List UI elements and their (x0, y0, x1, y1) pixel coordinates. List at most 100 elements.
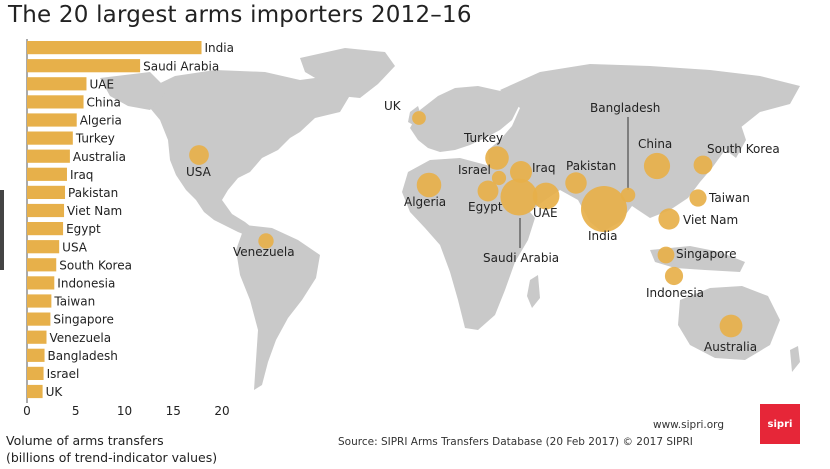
north-america-landmass (150, 70, 352, 236)
bubble-australia (719, 314, 743, 338)
bar-uk (27, 384, 43, 399)
bubble-uae (532, 182, 560, 210)
bar-label: UAE (89, 77, 114, 91)
bar-viet-nam (27, 203, 65, 218)
map-label: Indonesia (646, 286, 704, 300)
map-label: South Korea (707, 142, 780, 156)
map-bubbles: UK USA Venezuela Algeria Turkey Israel Iraq Egy… (186, 99, 780, 354)
map-label: Venezuela (233, 245, 295, 259)
map-label: Taiwan (708, 191, 750, 205)
bubble-uk (412, 111, 426, 125)
asia-landmass (488, 64, 800, 232)
bar-singapore (27, 312, 51, 326)
bar-egypt (27, 222, 64, 236)
madagascar-landmass (527, 275, 540, 308)
new-zealand-landmass (790, 346, 800, 372)
bar-australia (27, 149, 70, 163)
bar-label: Viet Nam (67, 204, 122, 218)
bubble-venezuela (258, 233, 274, 249)
map-label: Algeria (404, 195, 446, 209)
bar-label: Indonesia (57, 277, 115, 291)
bar-label: Pakistan (68, 186, 118, 200)
bar-south-korea (27, 258, 57, 272)
bar-iraq (27, 167, 67, 181)
bar-indonesia (27, 276, 55, 290)
map-label: Turkey (463, 131, 503, 145)
map-label: Iraq (532, 161, 555, 175)
map-label: Singapore (676, 247, 737, 261)
south-america-landmass (236, 225, 320, 390)
bar-label: Saudi Arabia (143, 59, 219, 73)
bar-label: Australia (73, 150, 126, 164)
map-label: China (638, 137, 672, 151)
source-note: Source: SIPRI Arms Transfers Database (2… (338, 436, 693, 448)
bar-label: South Korea (59, 258, 132, 272)
bubble-iraq (509, 160, 533, 184)
bar-label: Iraq (70, 168, 93, 182)
map-label: Pakistan (566, 159, 616, 173)
bar-label: Singapore (53, 313, 114, 327)
bar-algeria (27, 113, 77, 127)
bubble-india (581, 186, 627, 232)
x-tick-label: 15 (166, 404, 181, 418)
bubble-saudi-arabia (500, 178, 538, 216)
map-label: UAE (533, 206, 558, 220)
bar-label: Israel (47, 367, 80, 381)
x-tick-label: 20 (214, 404, 229, 418)
europe-landmass (410, 86, 520, 152)
bubble-pakistan (565, 172, 587, 194)
bar-bangladesh (27, 348, 45, 362)
map-label: UK (384, 99, 402, 113)
bar-taiwan (27, 294, 52, 308)
page-title: The 20 largest arms importers 2012–16 (8, 2, 472, 28)
bar-label: Algeria (80, 114, 122, 128)
bubble-egypt (477, 180, 499, 202)
bubble-indonesia (664, 266, 684, 286)
x-tick-label: 5 (72, 404, 80, 418)
bar-uae (27, 77, 87, 91)
map-label: Viet Nam (683, 213, 738, 227)
bar-label: Turkey (75, 132, 115, 146)
bar-saudi-arabia (27, 59, 141, 73)
bar-venezuela (27, 330, 47, 344)
map-label: Bangladesh (590, 101, 660, 115)
bubble-south-korea (693, 155, 713, 175)
x-tick-label: 0 (23, 404, 31, 418)
bar-turkey (27, 131, 73, 145)
website-link[interactable]: www.sipri.org (653, 419, 724, 431)
bar-label: Venezuela (50, 331, 112, 345)
bubble-usa (189, 145, 209, 165)
bar-israel (27, 366, 44, 380)
x-tick-label: 10 (117, 404, 132, 418)
sipri-logo: sipri (760, 404, 800, 444)
bar-label: Taiwan (53, 295, 95, 309)
side-handle (0, 190, 4, 270)
bar-chart: India Saudi Arabia UAE China Algeria Turkey Au… (23, 39, 234, 418)
map-label: Egypt (468, 200, 503, 214)
bubble-turkey (485, 146, 509, 170)
bar-label: China (87, 96, 121, 110)
bar-india (27, 41, 202, 55)
x-axis-title-line1: Volume of arms transfers (6, 433, 164, 448)
greenland-landmass (300, 48, 395, 98)
x-axis-title-line2: (billions of trend-indicator values) (6, 450, 218, 465)
map-label: USA (186, 165, 212, 179)
bar-pakistan (27, 185, 66, 199)
map-label: India (588, 229, 617, 243)
bar-label: USA (62, 240, 88, 254)
world-map (100, 48, 800, 390)
bar-label: UK (46, 385, 64, 399)
alaska-landmass (100, 72, 168, 110)
bar-label: Bangladesh (48, 349, 118, 363)
bubble-taiwan (689, 189, 707, 207)
bubble-singapore (657, 246, 675, 264)
bubble-algeria (416, 172, 442, 198)
bar-label: Egypt (66, 222, 101, 236)
bar-label: India (205, 41, 234, 55)
map-label: Australia (704, 340, 757, 354)
map-label: Israel (458, 163, 491, 177)
japan-landmass (726, 122, 746, 158)
bubble-israel (491, 170, 507, 186)
